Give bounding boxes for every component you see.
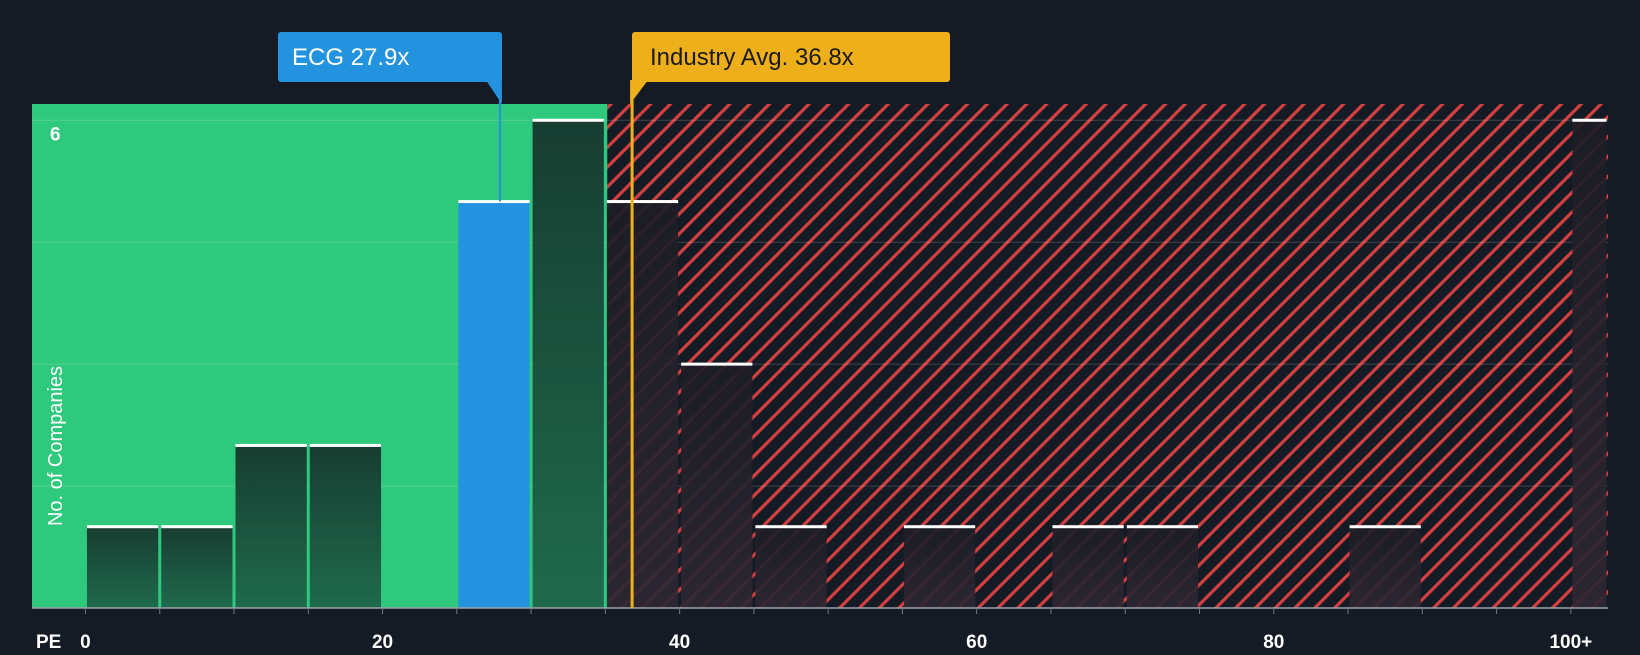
histogram-bar-cap [606,200,679,204]
y-tick-label: 6 [50,124,61,145]
histogram-bar [532,120,604,609]
industry-avg-callout [632,32,950,82]
x-tick-label: 40 [669,632,690,650]
industry-avg-pointer [630,80,649,104]
histogram-bar [681,364,753,608]
x-axis-label: PE [36,632,61,650]
x-tick-label: 20 [372,632,393,650]
x-tick-label: 80 [1263,632,1284,650]
histogram-bar-cap [1052,525,1124,529]
histogram-bar-cap [903,525,976,529]
histogram-bar [1126,526,1199,608]
industry-avg-label: Industry Avg. 36.8x [650,44,854,71]
histogram-bar [309,445,382,608]
histogram-bar-cap [86,525,159,529]
histogram-bar [1052,526,1124,608]
histogram-bar [1572,120,1607,609]
x-tick-label: 60 [966,632,987,650]
company-pe-label: ECG 27.9x [292,44,409,71]
company-pe-callout [278,32,502,82]
company-pe-pointer [485,80,502,104]
x-tick-label: 0 [80,632,91,650]
histogram-bar-cap [1349,525,1421,529]
histogram-bar-cap [458,200,530,204]
histogram-bar-cap [309,443,382,447]
histogram-bar [755,526,827,608]
histogram-bar [86,526,159,608]
histogram-bar-cap [1126,525,1199,529]
histogram-bar [903,526,976,608]
histogram-bar [606,201,679,608]
histogram-bar [161,526,233,608]
histogram-bar [458,201,530,608]
histogram-bar-cap [681,362,753,366]
histogram-bar [1349,526,1421,608]
histogram-bar-cap [235,443,307,447]
histogram-bar-cap [755,525,827,529]
overvalued-zone [607,104,1608,608]
histogram-bar-cap [161,525,233,529]
histogram-bar [235,445,307,608]
histogram-bar-cap [532,118,604,122]
histogram-bar-cap [1572,118,1607,122]
y-axis-label: No. of Companies [45,366,67,526]
x-tick-label: 100+ [1549,632,1592,650]
